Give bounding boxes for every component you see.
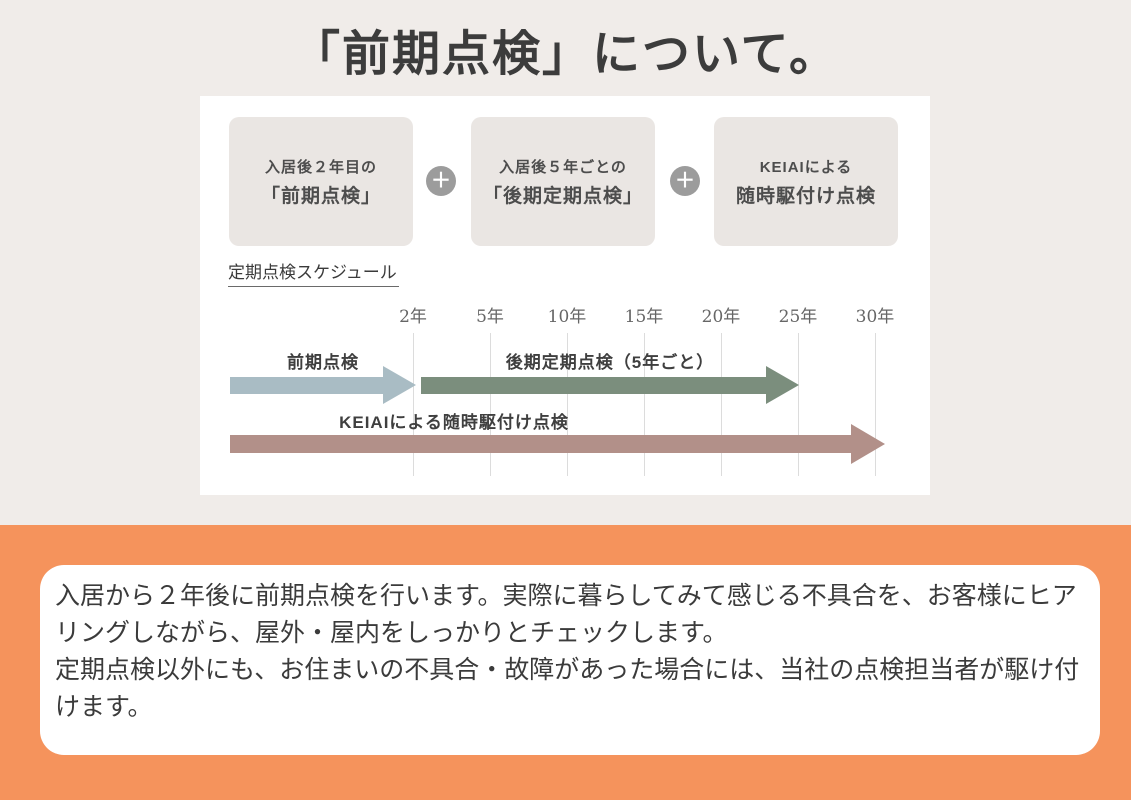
timeline-tick-label: 15年 <box>624 307 664 327</box>
timeline-tick-line <box>644 333 645 476</box>
timeline-tick-label: 10年 <box>547 307 587 327</box>
timeline-tick-line <box>567 333 568 476</box>
timeline-tick-line <box>413 333 414 476</box>
schedule-heading: 定期点検スケジュール <box>228 258 399 287</box>
timeline-tick-label: 2年 <box>399 307 427 327</box>
arrow-label-early-inspection: 前期点検 <box>287 353 359 372</box>
flow-box-subtitle: 入居後５年ごとの <box>499 158 627 176</box>
plus-icon: ＋ <box>426 166 456 196</box>
timeline-tick-label: 20年 <box>701 307 741 327</box>
flow-box-title: 「後期定期点検」 <box>482 185 643 207</box>
arrow-label-periodic-inspection: 後期定期点検（5年ごと） <box>505 353 715 372</box>
timeline-tick-line <box>721 333 722 476</box>
plus-glyph: ＋ <box>675 170 695 192</box>
timeline-tick-label: 25年 <box>778 307 818 327</box>
timeline-tick-line <box>875 333 876 476</box>
description-box: 入居から２年後に前期点検を行います。実際に暮らしてみて感じる不具合を、お客様にヒ… <box>40 565 1100 755</box>
arrow-early-inspection <box>230 377 383 394</box>
flow-box-subtitle: 入居後２年目の <box>264 158 377 176</box>
description-section: 入居から２年後に前期点検を行います。実際に暮らしてみて感じる不具合を、お客様にヒ… <box>0 525 1131 800</box>
arrow-head-icon <box>766 366 799 404</box>
arrow-periodic-inspection <box>421 377 766 394</box>
timeline-tick-line <box>798 333 799 476</box>
description-text: 入居から２年後に前期点検を行います。実際に暮らしてみて感じる不具合を、お客様にヒ… <box>55 582 1080 721</box>
page-title: 「前期点検」について。 <box>291 28 840 81</box>
timeline-tick-line <box>490 333 491 476</box>
flow-box-periodic-inspection: 入居後５年ごとの 「後期定期点検」 <box>471 117 655 246</box>
timeline-tick-label: 30年 <box>855 307 895 327</box>
inspection-diagram-panel: 入居後２年目の 「前期点検」 ＋ 入居後５年ごとの 「後期定期点検」 ＋ KEI… <box>200 96 930 495</box>
arrow-head-icon <box>851 424 885 464</box>
timeline-tick-label: 5年 <box>476 307 504 327</box>
flow-box-title: 「前期点検」 <box>260 185 381 207</box>
flow-box-subtitle: KEIAIによる <box>759 158 853 176</box>
arrow-label-keiai-inspection: KEIAIによる随時駆付け点検 <box>339 413 569 432</box>
flow-box-early-inspection: 入居後２年目の 「前期点検」 <box>229 117 413 246</box>
plus-icon: ＋ <box>670 166 700 196</box>
arrow-keiai-inspection <box>230 435 851 453</box>
arrow-head-icon <box>383 366 416 404</box>
flow-box-keiai-inspection: KEIAIによる 随時駆付け点検 <box>714 117 898 246</box>
flow-box-title: 随時駆付け点検 <box>735 185 876 207</box>
plus-glyph: ＋ <box>431 170 451 192</box>
